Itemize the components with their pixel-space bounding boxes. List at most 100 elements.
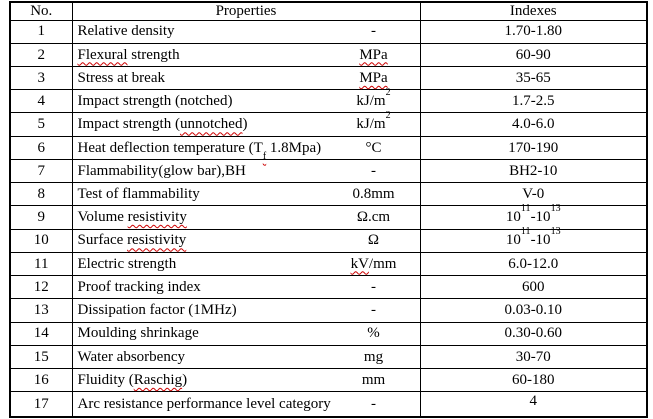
table-row: 2 Flexural strength MPa 60-90 [9,42,648,67]
property-cell: Volume resistivity Ω.cm [71,205,421,230]
table-row: 11 Electric strength kV/mm 6.0-12.0 [9,251,648,277]
index-value-cell: 1.7-2.5 [419,89,648,114]
property-unit: - [371,278,376,295]
property-cell: Flexural strength MPa [71,42,421,67]
table-row: 5 Impact strength (unnotched) kJ/m2 4.0-6.0 [9,110,648,137]
property-unit: - [371,302,376,319]
table-row: 16 Fluidity (Raschig) mm 60-180 [9,368,648,393]
index-value-cell: 35-65 [419,65,648,91]
property-cell: Test of flammability 0.8mm [71,182,421,207]
property-cell: Proof tracking index - [71,275,421,300]
header-row: No. Properties Indexes [9,1,648,21]
property-unit: kJ/m2 [356,87,391,110]
index-value-cell: 600 [419,275,648,300]
property-cell: Heat deflection temperature (Tf 1.8Mpa) °… [71,135,421,162]
property-name: Flammability(glow bar),BH [77,162,246,179]
property-unit: 0.8mm [352,186,395,202]
property-name: Electric strength [77,255,177,272]
property-unit: MPa [359,69,388,86]
row-number-cell: 6 [9,135,73,160]
index-value-cell: 0.30-0.60 [419,321,648,346]
row-number-cell: 14 [9,321,73,346]
header-properties: Properties [71,1,421,21]
table-row: 3 Stress at break MPa 35-65 [9,65,648,91]
property-cell: Stress at break MPa [71,65,421,91]
index-value-cell: V-0 [419,182,648,207]
property-unit: - [371,23,376,40]
row-number-cell: 17 [9,391,73,418]
property-name: Test of flammability [77,186,200,202]
row-number-cell: 12 [9,275,73,300]
property-cell: Fluidity (Raschig) mm [71,368,421,393]
row-number-cell: 8 [9,182,73,207]
table-row: 4 Impact strength (notched) kJ/m2 1.7-2.5 [9,87,648,114]
property-name: Water absorbency [77,348,186,365]
index-value-cell: 4.0-6.0 [419,112,648,137]
property-name: Dissipation factor (1MHz) [77,302,237,319]
row-number-cell: 7 [9,158,73,184]
index-value-cell: 60-180 [419,368,648,393]
property-unit: mm [361,371,386,388]
index-value-cell: 0.03-0.10 [419,298,648,323]
row-number-cell: 16 [9,368,73,393]
table-row: 7 Flammability(glow bar),BH - BH2-10 [9,158,648,184]
property-name: Proof tracking index [77,278,201,295]
property-cell: Relative density - [71,19,421,44]
row-number-cell: 1 [9,19,73,44]
property-cell: Impact strength (notched) kJ/m2 [71,87,421,114]
property-unit: MPa [359,46,388,63]
row-number-cell: 9 [9,205,73,230]
index-value-cell: 1011-1013 [419,227,648,253]
property-cell: Flammability(glow bar),BH - [71,158,421,184]
row-number-cell: 5 [9,112,73,137]
property-cell: Arc resistance performance level categor… [71,391,421,418]
row-number-cell: 13 [9,298,73,323]
property-cell: Water absorbency mg [71,344,421,370]
property-name: Impact strength (unnotched) [77,116,248,133]
property-unit: kJ/m2 [356,110,391,133]
table-body: 1 Relative density - 1.70-1.80 2 Flexural str… [9,19,648,418]
property-name: Flexural strength [77,46,180,63]
property-name: Fluidity (Raschig) [77,371,188,388]
property-cell: Dissipation factor (1MHz) - [71,298,421,323]
index-value-cell: 1011-1013 [419,204,648,230]
table-row: 9 Volume resistivity Ω.cm 1011-1013 [9,204,648,230]
property-cell: Moulding shrinkage% [71,321,421,346]
table-row: 12 Proof tracking index - 600 [9,275,648,300]
property-unit: - [371,162,376,179]
property-name: Heat deflection temperature (Tf 1.8Mpa) [77,139,322,162]
property-name: Moulding shrinkage [77,325,199,342]
row-number-cell: 15 [9,344,73,370]
table-row: 17 Arc resistance performance level categ… [9,391,648,418]
property-name: Volume resistivity [77,209,187,226]
row-number-cell: 3 [9,65,73,91]
table-row: 6 Heat deflection temperature (Tf 1.8Mpa)… [9,135,648,162]
header-no: No. [9,1,73,21]
row-number-cell: 4 [9,89,73,114]
property-name: Arc resistance performance level categor… [77,395,331,412]
property-name: Stress at break [77,69,165,86]
table-row: 13 Dissipation factor (1MHz) - 0.03-0.10 [9,298,648,323]
row-number-cell: 2 [9,42,73,67]
table-row: 14 Moulding shrinkage% 0.30-0.60 [9,321,648,346]
property-unit: kV/mm [350,255,397,272]
property-unit: mg [363,348,384,365]
index-value-cell: 30-70 [419,344,648,370]
property-name: Surface resistivity [77,232,187,249]
index-value-cell: BH2-10 [419,158,648,184]
property-cell: Electric strength kV/mm [71,251,421,277]
index-value-cell: 6.0-12.0 [419,251,648,277]
index-value-cell: 170-190 [419,135,648,160]
property-unit: Ω.cm [356,209,391,226]
property-unit: % [367,325,380,342]
table-row: 10 Surface resistivity Ω 1011-1013 [9,227,648,253]
property-unit: °C [365,139,382,156]
row-number-cell: 11 [9,251,73,277]
table-row: 1 Relative density - 1.70-1.80 [9,19,648,44]
property-cell: Impact strength (unnotched) kJ/m2 [71,110,421,137]
property-unit: - [371,395,376,412]
table-row: 15 Water absorbency mg 30-70 [9,344,648,370]
index-value-cell: 1.70-1.80 [419,19,648,44]
property-name: Relative density [77,23,175,40]
